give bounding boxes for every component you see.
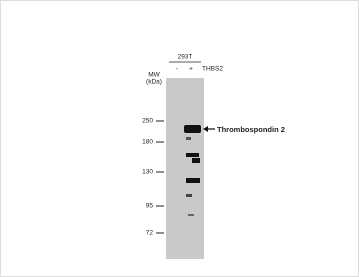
band bbox=[186, 137, 191, 140]
band bbox=[186, 178, 200, 183]
marker-label: 95 bbox=[146, 203, 154, 210]
marker-label: 180 bbox=[142, 139, 153, 146]
band bbox=[186, 153, 199, 157]
marker-label: 72 bbox=[146, 230, 154, 237]
band bbox=[186, 194, 192, 197]
membrane bbox=[166, 78, 204, 259]
lane-label: - bbox=[176, 66, 178, 73]
band bbox=[188, 214, 194, 216]
marker-label: 130 bbox=[142, 169, 153, 176]
marker-label: 250 bbox=[142, 118, 153, 125]
mw-unit: (kDa) bbox=[146, 79, 162, 86]
band bbox=[184, 125, 201, 133]
band-label: Thrombospondin 2 bbox=[217, 125, 285, 134]
cell-line: 293T bbox=[178, 54, 193, 61]
mw-label: MW bbox=[148, 72, 160, 79]
band bbox=[192, 158, 200, 163]
lane-label: + bbox=[189, 66, 193, 73]
figure: 293T - + THBS2 MW (kDa) 250 180 130 95 7… bbox=[0, 0, 359, 277]
page: {"blot": {"cell_line": "293T", "lanes": … bbox=[0, 0, 359, 277]
target-gene: THBS2 bbox=[202, 66, 223, 73]
